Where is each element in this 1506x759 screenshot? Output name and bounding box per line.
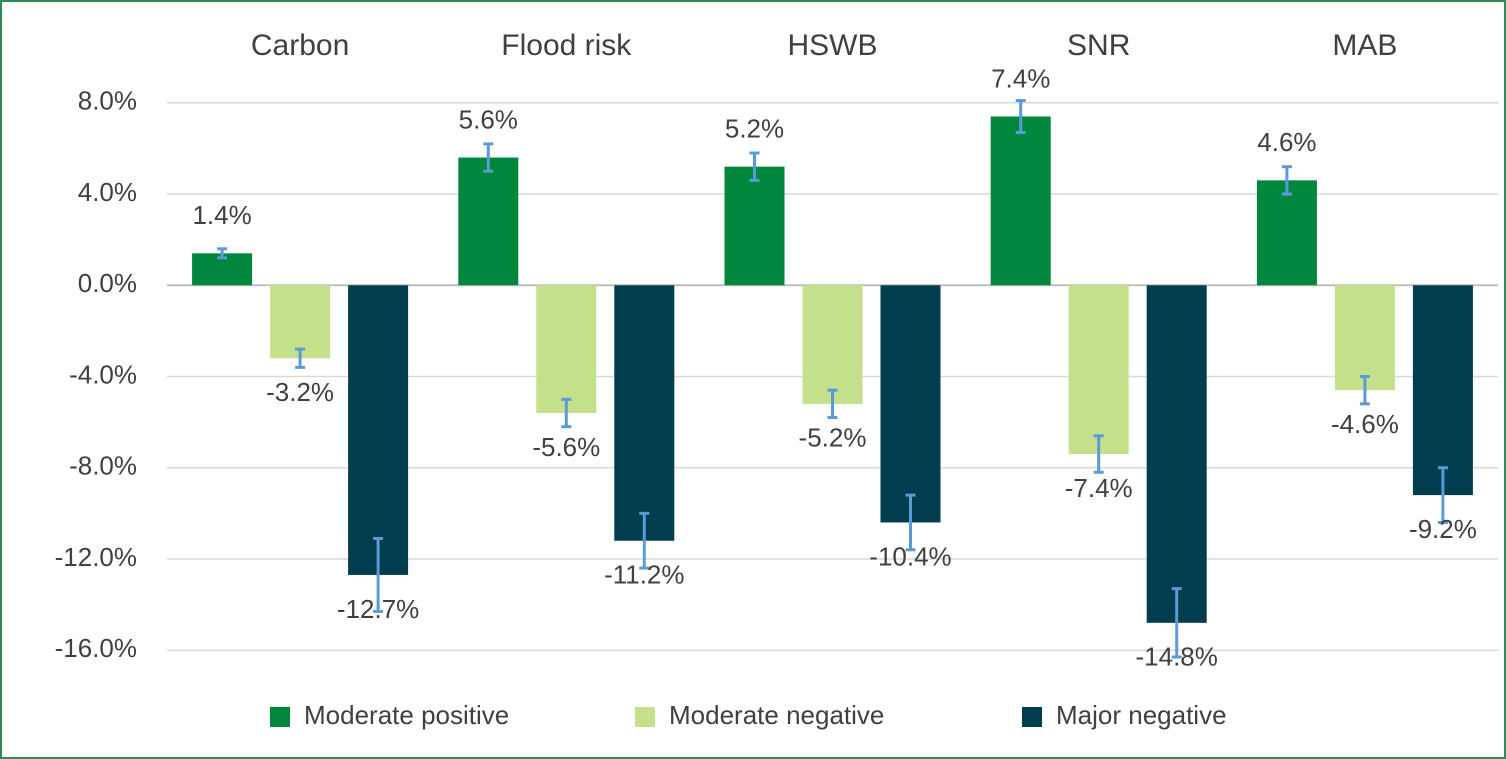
bar [1068, 285, 1129, 455]
legend-label: Moderate positive [304, 700, 509, 730]
bar [536, 285, 597, 413]
value-label: -11.2% [604, 560, 684, 590]
y-tick-label: 0.0% [78, 268, 137, 298]
x-tick-label: SNR [1067, 29, 1130, 62]
x-tick-label: HSWB [788, 29, 878, 62]
bar [270, 285, 331, 359]
y-tick-label: 4.0% [78, 177, 137, 207]
value-label: -4.6% [1331, 409, 1399, 439]
y-tick-label: -16.0% [55, 633, 137, 663]
legend-label: Major negative [1056, 700, 1227, 730]
bar [880, 285, 941, 523]
bar [724, 166, 785, 286]
value-label: 4.6% [1257, 127, 1316, 157]
error-bar [295, 347, 306, 369]
error-bar [1359, 375, 1370, 406]
error-bar [639, 511, 650, 570]
value-label: 7.4% [991, 63, 1050, 93]
bar [1146, 285, 1207, 623]
legend-swatch [270, 707, 290, 727]
bar [348, 285, 409, 575]
bar [614, 285, 675, 541]
x-tick-label: MAB [1332, 29, 1397, 62]
error-bar [1171, 587, 1182, 659]
error-bar [1015, 99, 1026, 134]
x-tick-label: Carbon [251, 29, 349, 62]
value-label: 5.2% [725, 114, 784, 144]
error-bar [217, 247, 228, 260]
legend-swatch [1022, 707, 1042, 727]
bar [1334, 285, 1395, 391]
error-bar [483, 142, 494, 173]
value-label: -5.6% [532, 432, 600, 462]
bar [1412, 285, 1473, 496]
value-label: 1.4% [192, 200, 251, 230]
y-tick-label: -8.0% [69, 451, 137, 481]
value-label: -5.2% [799, 423, 867, 453]
value-label: -12.7% [337, 594, 419, 624]
bar [458, 157, 519, 286]
y-tick-label: -12.0% [55, 542, 137, 572]
error-bar [373, 536, 384, 613]
y-tick-label: 8.0% [78, 86, 137, 116]
y-tick-label: -4.0% [69, 359, 137, 389]
value-label: -7.4% [1065, 473, 1133, 503]
error-bar [827, 388, 838, 420]
legend-label: Moderate negative [669, 700, 884, 730]
error-bar [1437, 466, 1448, 524]
value-label: -3.2% [266, 377, 334, 407]
error-bar [1281, 165, 1292, 196]
error-bar [1093, 434, 1104, 474]
error-bar [561, 397, 572, 429]
value-label: -10.4% [869, 541, 951, 571]
value-label: -14.8% [1136, 642, 1218, 672]
error-bar [905, 493, 916, 552]
bar [990, 116, 1051, 286]
value-label: -9.2% [1409, 514, 1477, 544]
x-tick-label: Flood risk [501, 29, 632, 62]
error-bar [749, 151, 760, 182]
legend-swatch [635, 707, 655, 727]
value-label: 5.6% [459, 104, 518, 134]
bar [1256, 180, 1317, 286]
bar [802, 285, 863, 404]
